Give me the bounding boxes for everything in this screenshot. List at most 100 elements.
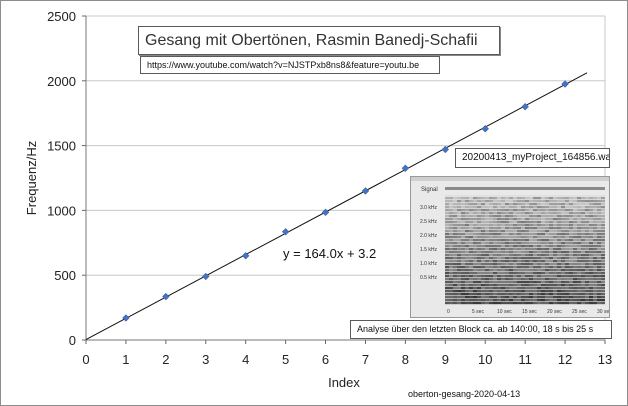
spectrogram-cell [549,257,553,260]
spectrogram-cell [445,221,449,224]
spectrogram-cell [573,263,577,266]
spectrogram-cell [461,254,465,257]
spectrogram-cell [545,266,549,269]
spectrogram-cell [481,209,485,212]
spectrogram-cell [577,203,581,206]
spectrogram-cell [513,263,517,266]
spectrogram-cell [517,197,521,200]
spectrogram-cell [469,221,473,224]
spectrogram-cell [565,254,569,257]
spectrogram-cell [561,233,565,236]
spectrogram-cell [589,203,593,206]
spectrogram-cell [449,290,453,293]
spectrogram-cell [545,236,549,239]
spectrogram-cell [517,254,521,257]
spectrogram-cell [589,239,593,242]
spectrogram-cell [601,203,605,206]
spectrogram-cell [489,215,493,218]
spectrogram-cell [585,245,589,248]
spectrogram-cell [585,275,589,278]
chart-title: Gesang mit Obertönen, Rasmin Banedj-Scha… [145,32,478,49]
spectrogram-cell [493,245,497,248]
spectrogram-cell [529,197,533,200]
spectrogram-cell [525,269,529,272]
spectrogram-cell [517,212,521,215]
spectrogram-cell [469,269,473,272]
spectrogram-cell [497,302,501,305]
spectrogram-cell [569,221,573,224]
spectrogram-cell [453,233,457,236]
spectrogram-cell [593,254,597,257]
spectrogram-cell [453,206,457,209]
spectrogram-cell [489,197,493,200]
spectrogram-cell [481,275,485,278]
spectrogram-cell [529,257,533,260]
spectrogram-cell [529,230,533,233]
spectrogram-cell [445,299,449,302]
spectrogram-cell [565,299,569,302]
spectrogram-cell [473,230,477,233]
spectrogram-cell [481,236,485,239]
spectrogram-cell [549,251,553,254]
spectrogram-cell [461,206,465,209]
spectrogram-cell [473,215,477,218]
data-point [521,102,529,111]
spectrogram-cell [517,269,521,272]
spectrogram-cell [533,230,537,233]
spectrogram-cell [521,218,525,221]
spectrogram-cell [549,269,553,272]
spectrogram-cell [449,272,453,275]
spectrogram-cell [465,209,469,212]
spectrogram-cell [461,236,465,239]
spectrogram-cell [513,290,517,293]
spectrogram-cell [489,269,493,272]
spectrogram-cell [509,203,513,206]
spectrogram-cell [545,299,549,302]
spectrogram-cell [593,302,597,305]
spectrogram-cell [529,245,533,248]
spectrogram-cell [573,218,577,221]
spectrogram-cell [481,227,485,230]
spectrogram-cell [449,203,453,206]
spectrogram-cell [565,281,569,284]
spectrogram-cell [521,263,525,266]
spectrogram-cell [601,221,605,224]
spectrogram-cell [497,242,501,245]
spectrogram-cell [561,254,565,257]
data-point [321,208,330,217]
spectrogram-cell [529,242,533,245]
spectrogram-cell [477,212,481,215]
spectrogram-cell [537,227,541,230]
spectrogram-cell [597,248,601,251]
spectrogram-cell [521,296,525,299]
spectrogram-cell [465,200,469,203]
spectrogram-cell [561,257,565,260]
spectrogram-cell [513,218,517,221]
spectrogram-cell [561,281,565,284]
spectrogram-cell [505,224,509,227]
spectrogram-cell [485,212,489,215]
spectrogram-cell [589,212,593,215]
spectrogram-cell [553,242,557,245]
spectrogram-cell [529,233,533,236]
spectrogram-cell [501,251,505,254]
spectrogram-cell [581,266,585,269]
spectrogram-cell [513,257,517,260]
spectrogram-cell [497,206,501,209]
spectrogram-cell [585,281,589,284]
spectrogram-cell [573,290,577,293]
spectrogram-cell [521,209,525,212]
spectrogram-cell [545,272,549,275]
spectrogram-cell [465,275,469,278]
spectrogram-cell [477,293,481,296]
spectrogram-cell [541,245,545,248]
spectrogram-cell [497,209,501,212]
spectrogram-cell [589,269,593,272]
spectrogram-cell [445,257,449,260]
spectrogram-cell [517,299,521,302]
spectrogram-cell [549,200,553,203]
spectrogram-cell [473,275,477,278]
spectrogram-cell [529,254,533,257]
spectrogram-cell [477,227,481,230]
spectrogram-cell [445,263,449,266]
